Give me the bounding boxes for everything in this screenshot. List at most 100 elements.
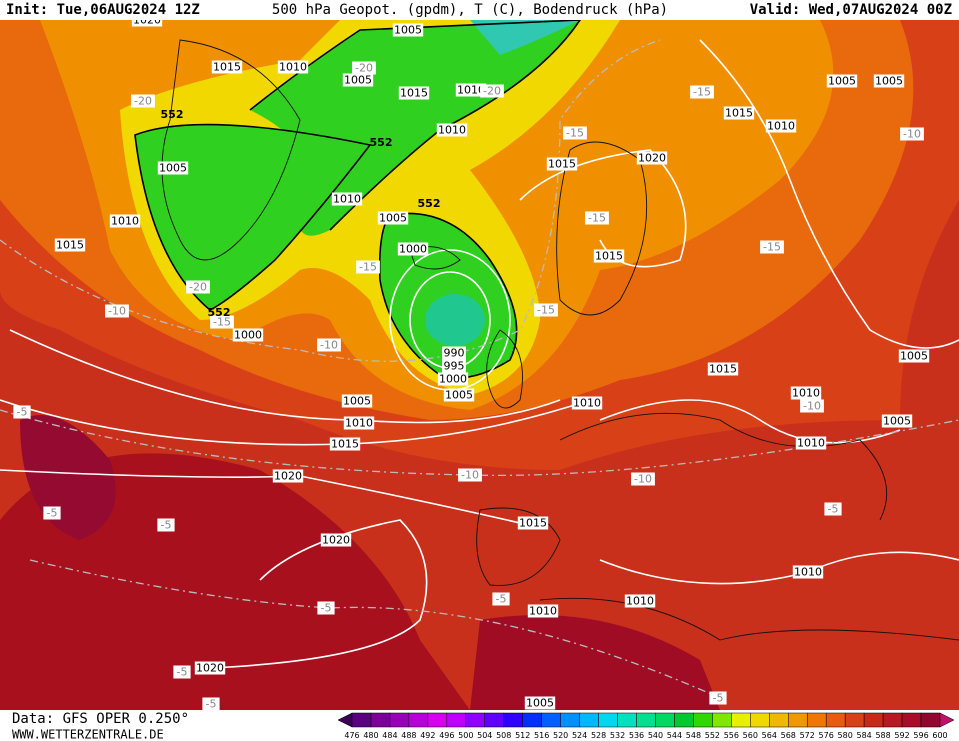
colorbar-label: 528 bbox=[591, 731, 606, 740]
field-warm bbox=[0, 453, 470, 710]
colorbar-label: 568 bbox=[781, 731, 796, 740]
isobar bbox=[699, 39, 959, 349]
temperature-label: -10 bbox=[108, 305, 126, 318]
isotherm bbox=[0, 39, 661, 362]
temperature-label-box bbox=[492, 592, 510, 606]
isobar-label: 1005 bbox=[526, 697, 554, 710]
colorbar-swatch bbox=[560, 712, 580, 728]
colorbar-label: 548 bbox=[686, 731, 701, 740]
valid-time: Valid: Wed,07AUG2024 00Z bbox=[750, 2, 952, 18]
colorbar-label: 540 bbox=[648, 731, 663, 740]
isobar-label-box bbox=[792, 565, 824, 579]
temperature-label-box bbox=[157, 518, 175, 532]
temperature-label: -15 bbox=[213, 316, 231, 329]
temperature-label-box bbox=[317, 338, 341, 352]
temperature-label: -5 bbox=[713, 692, 724, 705]
colorbar-swatch bbox=[541, 712, 561, 728]
colorbar-label: 520 bbox=[553, 731, 568, 740]
temperature-label-box bbox=[585, 211, 609, 225]
temperature-label: -5 bbox=[161, 519, 172, 532]
isobar-label: 1020 bbox=[274, 470, 302, 483]
isobar-label-box bbox=[571, 396, 603, 410]
colorbar-swatch bbox=[617, 712, 637, 728]
temperature-label: -5 bbox=[17, 406, 28, 419]
colorbar-swatch bbox=[674, 712, 694, 728]
isobar-label-box bbox=[517, 516, 549, 530]
colorbar-label: 500 bbox=[458, 731, 473, 740]
isobar-label: 1005 bbox=[445, 389, 473, 402]
colorbar-label: 476 bbox=[344, 731, 359, 740]
colorbar-label: 584 bbox=[856, 731, 871, 740]
isobar-label: 1005 bbox=[875, 75, 903, 88]
isobar-label-box bbox=[436, 123, 468, 137]
colorbar-swatch bbox=[788, 712, 808, 728]
isobar-label: 1015 bbox=[709, 363, 737, 376]
colorbar-swatch bbox=[579, 712, 599, 728]
colorbar-label: 544 bbox=[667, 731, 682, 740]
colorbar-swatch bbox=[882, 712, 903, 728]
coastline-iberia bbox=[476, 507, 561, 586]
temperature-label: -5 bbox=[321, 602, 332, 615]
height-label: 552 bbox=[418, 197, 441, 210]
isobar-label-box bbox=[765, 119, 797, 133]
colorbar-swatch bbox=[522, 712, 542, 728]
temperature-label-box bbox=[631, 472, 655, 486]
temperature-label-box bbox=[760, 240, 784, 254]
isobar-label: 1010 bbox=[573, 397, 601, 410]
isobar-label: 1020 bbox=[322, 534, 350, 547]
temperature-label: -10 bbox=[634, 473, 652, 486]
field-low-core bbox=[425, 294, 485, 346]
field-green-2 bbox=[250, 20, 580, 236]
colorbar-label: 532 bbox=[610, 731, 625, 740]
colorbar-swatch bbox=[427, 712, 448, 728]
temperature-label-box bbox=[202, 697, 220, 711]
temperature-label-box bbox=[824, 502, 842, 516]
coastline-africa bbox=[539, 597, 959, 641]
colorbar-swatch bbox=[446, 712, 467, 728]
colorbar-swatch bbox=[408, 712, 429, 728]
temperature-label-box bbox=[210, 315, 234, 329]
isobar-label: 995 bbox=[444, 360, 465, 373]
isobar-label-box bbox=[232, 328, 264, 342]
coastline-greenland bbox=[161, 39, 301, 261]
init-time: Init: Tue,06AUG2024 12Z bbox=[6, 2, 200, 18]
coastline-europe bbox=[559, 412, 888, 521]
isobar-label-box bbox=[624, 594, 656, 608]
isobar-label: 1015 bbox=[400, 87, 428, 100]
field-warm-south bbox=[470, 615, 720, 710]
isobar-label-box bbox=[329, 437, 361, 451]
colorbar-swatch bbox=[920, 712, 941, 728]
temperature-label: -10 bbox=[320, 339, 338, 352]
isobar-label-box bbox=[443, 388, 475, 402]
temperature-label-box bbox=[105, 304, 129, 318]
colorbar-label: 588 bbox=[875, 731, 890, 740]
isobar-label: 1005 bbox=[159, 162, 187, 175]
isobar-label: 1020 bbox=[638, 152, 666, 165]
temperature-label-box bbox=[709, 691, 727, 705]
temperature-label: -5 bbox=[206, 698, 217, 711]
isobar-label-box bbox=[826, 74, 858, 88]
isobar-label-box bbox=[109, 214, 141, 228]
colorbar-swatch bbox=[750, 712, 770, 728]
isobar-label-box bbox=[343, 416, 375, 430]
temperature-label-box bbox=[458, 468, 482, 482]
colorbar-label: 516 bbox=[534, 731, 549, 740]
data-source: Data: GFS OPER 0.250° bbox=[12, 711, 189, 727]
isobar-label-box bbox=[211, 60, 243, 74]
colorbar-swatch bbox=[769, 712, 789, 728]
isobar-label-box bbox=[157, 161, 189, 175]
colorbar-label: 600 bbox=[932, 731, 947, 740]
temperature-label: -15 bbox=[763, 241, 781, 254]
isobar-label: 1010 bbox=[111, 215, 139, 228]
temperature-label: -10 bbox=[803, 400, 821, 413]
isotherm bbox=[0, 409, 959, 477]
temperature-label: -15 bbox=[566, 127, 584, 140]
isobar-label-box bbox=[873, 74, 905, 88]
colorbar: 476 480 484 488 492 496 500 504 508 512 516 520 524 5… bbox=[337, 712, 955, 740]
chart-title: 500 hPa Geopot. (gpdm), T (C), Bodendruc… bbox=[272, 2, 668, 18]
colorbar-swatch bbox=[844, 712, 865, 728]
temperature-label: -15 bbox=[537, 304, 555, 317]
isobar-label: 1000 bbox=[399, 243, 427, 256]
